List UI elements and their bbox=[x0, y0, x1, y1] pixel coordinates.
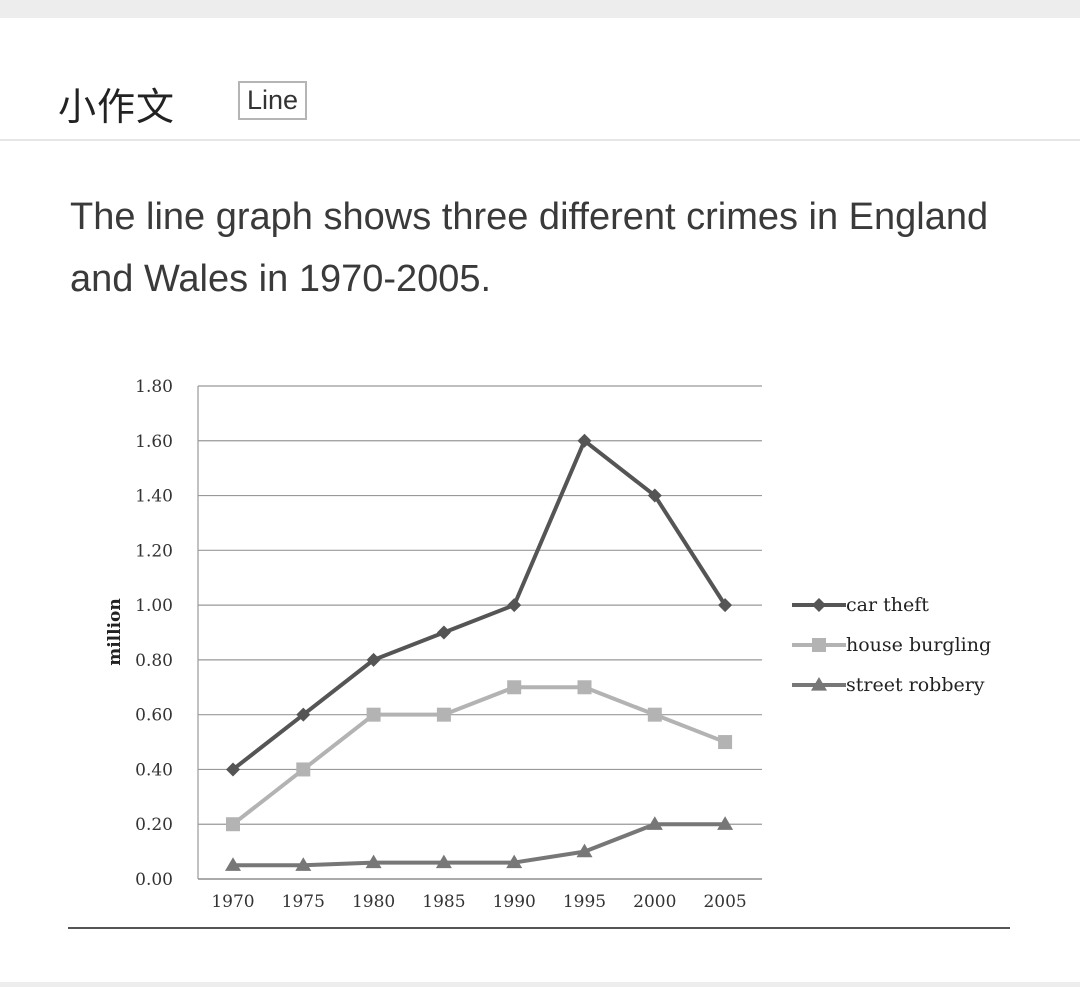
data-point-street-robbery bbox=[506, 854, 523, 869]
x-tick-label: 1970 bbox=[211, 892, 254, 912]
y-tick-label: 1.20 bbox=[135, 541, 173, 561]
data-point-car-theft bbox=[647, 488, 662, 503]
chart-svg: 0.00 0.20 0.40 0.60 0.80 1.00 1.20 1.40 1.60 1.80… bbox=[105, 377, 991, 912]
grid-lines bbox=[197, 385, 762, 880]
y-tick-label: 0.20 bbox=[135, 815, 173, 835]
top-strip bbox=[0, 0, 1080, 18]
y-tick-label: 0.80 bbox=[135, 651, 173, 671]
y-tick-label: 0.00 bbox=[135, 870, 173, 890]
data-point-car-theft bbox=[507, 598, 522, 613]
x-tick-label: 1980 bbox=[352, 892, 395, 912]
x-tick-label: 1975 bbox=[282, 892, 325, 912]
data-point-street-robbery bbox=[717, 816, 734, 830]
x-tick-label: 1985 bbox=[422, 892, 465, 912]
data-point-car-theft bbox=[577, 433, 592, 448]
legend-marker-car-theft bbox=[812, 598, 826, 612]
x-tick-label: 1990 bbox=[493, 892, 536, 912]
line-chart: 0.00 0.20 0.40 0.60 0.80 1.00 1.20 1.40 1.60 1.80… bbox=[70, 362, 1010, 927]
data-point-car-theft bbox=[226, 762, 240, 777]
series-line-house-burgling bbox=[231, 685, 726, 826]
data-point-house-burgling bbox=[296, 762, 311, 777]
data-point-street-robbery bbox=[576, 843, 593, 858]
series-line-street-robbery bbox=[233, 822, 726, 868]
category-tag[interactable]: Line bbox=[238, 81, 308, 120]
legend-label-house-burgling: house burgling bbox=[846, 634, 991, 656]
data-point-car-theft bbox=[296, 707, 311, 722]
page-title: 小作文 bbox=[58, 85, 176, 129]
x-tick-labels: 1970 1975 1980 1985 1990 1995 2000 2005 bbox=[211, 892, 746, 912]
legend-label-street-robbery: street robbery bbox=[846, 674, 985, 696]
legend: car theft house burgling street robbery bbox=[792, 594, 991, 696]
data-point-house-burgling bbox=[718, 735, 733, 750]
data-point-house-burgling bbox=[226, 817, 240, 832]
y-tick-label: 1.80 bbox=[135, 377, 173, 397]
y-tick-label: 0.40 bbox=[135, 760, 173, 780]
data-point-street-robbery bbox=[646, 816, 663, 830]
legend-label-car-theft: car theft bbox=[846, 594, 929, 616]
header: 小作文 Line bbox=[0, 18, 1080, 141]
data-point-street-robbery bbox=[435, 854, 452, 869]
y-tick-label: 1.40 bbox=[135, 487, 173, 507]
y-tick-label: 1.00 bbox=[135, 596, 173, 616]
x-tick-label: 2005 bbox=[703, 892, 746, 912]
data-point-car-theft bbox=[366, 652, 381, 667]
x-tick-label: 2000 bbox=[633, 892, 676, 912]
description: The line graph shows three different cri… bbox=[70, 196, 989, 300]
data-point-car-theft bbox=[718, 598, 733, 613]
bottom-strip bbox=[0, 982, 1080, 987]
series-line-car-theft bbox=[231, 438, 727, 772]
y-tick-labels: 0.00 0.20 0.40 0.60 0.80 1.00 1.20 1.40 1.60 1.80 bbox=[135, 377, 173, 890]
series-lines bbox=[225, 433, 734, 871]
data-point-house-burgling bbox=[507, 680, 522, 695]
y-tick-label: 0.60 bbox=[135, 706, 173, 726]
y-tick-label: 1.60 bbox=[135, 432, 173, 452]
data-point-street-robbery bbox=[225, 857, 241, 871]
data-point-car-theft bbox=[436, 625, 451, 640]
legend-marker-house-burgling bbox=[812, 638, 826, 652]
data-point-house-burgling bbox=[647, 707, 662, 722]
data-point-street-robbery bbox=[295, 857, 312, 871]
data-point-house-burgling bbox=[436, 707, 451, 722]
y-axis-label: million bbox=[105, 598, 125, 666]
data-point-street-robbery bbox=[365, 854, 382, 869]
bottom-divider bbox=[68, 927, 1010, 929]
data-point-house-burgling bbox=[366, 707, 381, 722]
x-tick-label: 1995 bbox=[563, 892, 606, 912]
data-point-house-burgling bbox=[577, 680, 592, 695]
legend-marker-street-robbery bbox=[811, 677, 827, 691]
